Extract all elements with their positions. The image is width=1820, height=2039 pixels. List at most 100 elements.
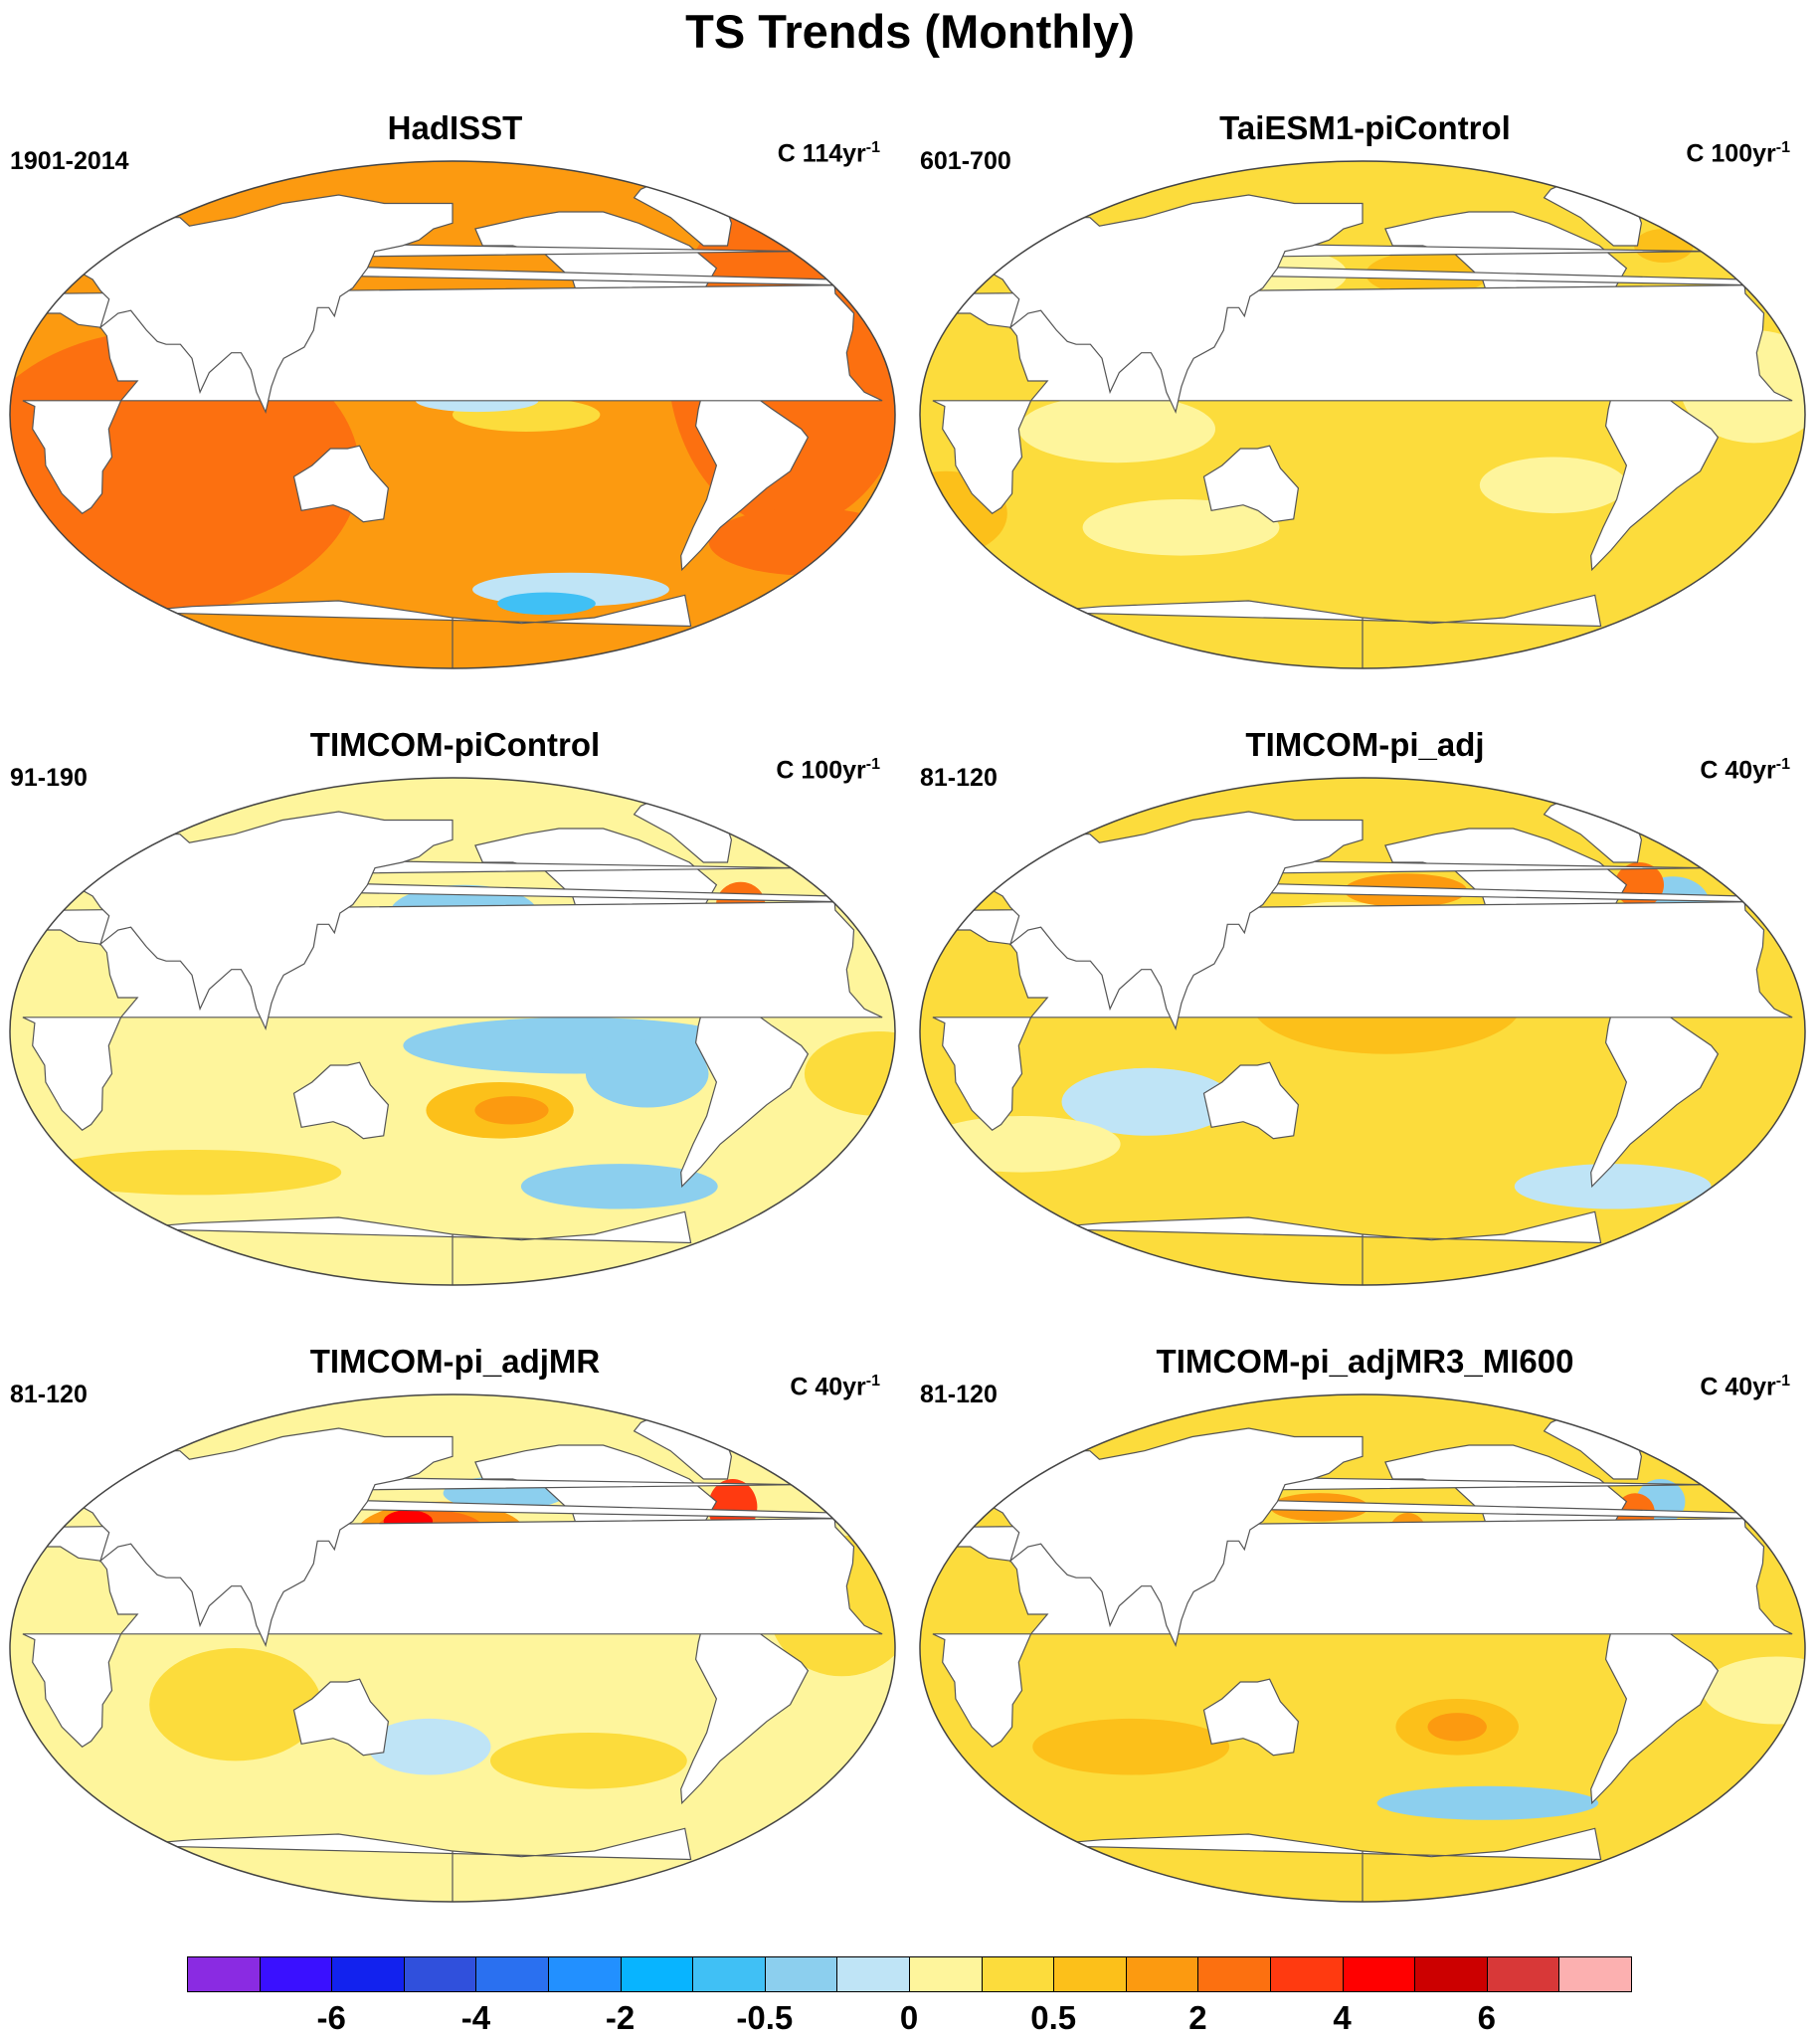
colorbar-swatch	[331, 1956, 405, 1992]
units-text: C 114yr	[777, 139, 866, 168]
colorbar-swatch	[836, 1956, 910, 1992]
panel-units: C 100yr-1	[1686, 139, 1790, 168]
colorbar-swatch	[1270, 1956, 1344, 1992]
trend-anomaly	[1634, 229, 1694, 263]
land-americas-south	[680, 997, 810, 1189]
trend-anomaly	[1427, 1713, 1487, 1742]
map-svg	[919, 777, 1806, 1286]
map-outline	[919, 777, 1806, 1286]
land-americas-south	[680, 380, 810, 572]
panel-title: HadISST	[387, 109, 523, 146]
panel-title: TaiESM1-piControl	[1219, 109, 1511, 146]
land-australia	[1202, 1678, 1300, 1757]
map-panel: TaiESM1-piControl 601-700 C 100yr-1	[910, 109, 1820, 721]
panel-units: C 40yr-1	[1700, 756, 1790, 785]
map-outline	[919, 160, 1806, 669]
ocean-field	[10, 778, 895, 1285]
colorbar-swatch	[1197, 1956, 1271, 1992]
land-antarctica	[1035, 1210, 1602, 1285]
colorbar-swatch	[1486, 1956, 1560, 1992]
trend-anomaly	[46, 1150, 342, 1196]
trend-anomaly	[708, 507, 895, 576]
units-text: C 100yr	[776, 756, 866, 785]
colorbar-tick-label: -6	[316, 1999, 346, 2036]
map-svg	[919, 1393, 1806, 1903]
land-australia	[292, 1678, 390, 1757]
trend-anomaly	[1032, 1718, 1230, 1775]
colorbar-tick-label: 4	[1333, 1999, 1352, 2036]
map-svg	[9, 160, 896, 669]
colorbar-tick-label: -0.5	[736, 1999, 794, 2036]
units-exponent: -1	[1775, 1373, 1790, 1390]
colorbar-swatch	[1342, 1956, 1416, 1992]
panel-units: C 100yr-1	[776, 756, 880, 785]
trend-anomaly	[367, 1718, 491, 1775]
map-panel: TIMCOM-piControl 91-190 C 100yr-1	[0, 726, 910, 1338]
colorbar-tick-label: 2	[1188, 1999, 1207, 2036]
trend-anomaly	[804, 1031, 895, 1116]
colorbar-swatch	[475, 1956, 549, 1992]
panel-period: 81-120	[920, 1381, 998, 1408]
colorbar-swatch	[981, 1956, 1055, 1992]
colorbar-tick-label: 0.5	[1030, 1999, 1077, 2036]
land-australia	[1202, 445, 1300, 523]
colorbar-swatch	[1558, 1956, 1632, 1992]
map-outline	[919, 1393, 1806, 1903]
ocean-field	[920, 1394, 1805, 1902]
colorbar-swatch	[764, 1956, 838, 1992]
figure-title: TS Trends (Monthly)	[685, 5, 1135, 58]
colorbar-tick-label: -4	[460, 1999, 491, 2036]
colorbar-swatch	[1414, 1956, 1488, 1992]
panel-period: 1901-2014	[10, 147, 129, 175]
units-exponent: -1	[865, 756, 880, 773]
land-americas-south	[1590, 1613, 1720, 1805]
trend-anomaly	[490, 1733, 687, 1789]
trend-anomaly	[497, 592, 596, 616]
land-antarctica	[125, 1827, 692, 1902]
land-americas-south	[1590, 997, 1720, 1189]
colorbar-tick-label: -2	[605, 1999, 636, 2036]
map-svg	[9, 777, 896, 1286]
panel-title: TIMCOM-pi_adj	[1245, 726, 1485, 763]
trend-anomaly	[585, 1039, 709, 1108]
land-australia	[1202, 1061, 1300, 1140]
panel-title: TIMCOM-pi_adjMR3_MI600	[1156, 1343, 1574, 1380]
colorbar-swatch	[259, 1956, 333, 1992]
colorbar	[187, 1956, 1632, 1994]
trend-anomaly	[1082, 499, 1280, 556]
map-panel: HadISST 1901-2014 C 114yr-1	[0, 109, 910, 721]
trend-anomaly	[1061, 1067, 1234, 1136]
units-text: C 40yr	[1700, 756, 1776, 785]
ocean-field	[10, 1394, 895, 1902]
trend-anomaly	[520, 1164, 718, 1209]
colorbar-labels: -6 -4 -2 -0.5 0 0.5 2 4 6	[187, 1999, 1631, 2039]
colorbar-swatch	[1125, 1956, 1199, 1992]
land-antarctica	[125, 1210, 692, 1285]
units-exponent: -1	[1775, 139, 1790, 156]
panel-units: C 114yr-1	[778, 139, 880, 168]
panel-period: 81-120	[920, 764, 998, 792]
colorbar-swatch	[403, 1956, 477, 1992]
panel-period: 81-120	[10, 1381, 88, 1408]
land-antarctica	[125, 594, 692, 668]
panel-period: 91-190	[10, 764, 88, 792]
land-americas-south	[1590, 380, 1720, 572]
trend-anomaly	[1702, 1656, 1805, 1725]
land-antarctica	[1035, 1827, 1602, 1902]
trend-anomaly	[1376, 1785, 1599, 1820]
trend-anomaly	[1514, 1164, 1712, 1209]
colorbar-swatch	[187, 1956, 261, 1992]
ocean-field	[920, 161, 1805, 668]
trend-anomaly	[149, 1648, 322, 1761]
land-americas-south	[680, 1613, 810, 1805]
map-svg	[919, 160, 1806, 669]
units-exponent: -1	[1775, 756, 1790, 773]
land-australia	[292, 1061, 390, 1140]
map-outline	[9, 160, 896, 669]
map-panel: TIMCOM-pi_adjMR 81-120 C 40yr-1	[0, 1343, 910, 1954]
map-svg	[9, 1393, 896, 1903]
panel-title: TIMCOM-pi_adjMR	[309, 1343, 601, 1380]
colorbar-tick-label: 0	[899, 1999, 919, 2036]
panel-units: C 40yr-1	[790, 1373, 880, 1401]
colorbar-tick-label: 6	[1477, 1999, 1496, 2036]
